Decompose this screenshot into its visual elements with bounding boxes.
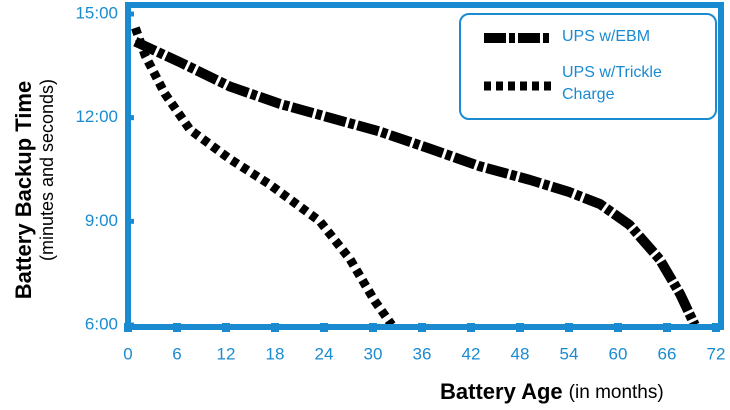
x-tick-label: 36 [413, 344, 432, 363]
y-tick-label: 9:00 [85, 211, 118, 230]
series-line [133, 37, 700, 324]
x-axis-title-main: Battery Age [440, 379, 563, 404]
x-tick-mark [614, 323, 622, 332]
x-tick-mark [320, 323, 328, 332]
y-axis-title: Battery Backup Time [11, 81, 36, 299]
x-tick-label: 60 [609, 344, 628, 363]
x-tick-label: 24 [315, 344, 334, 363]
x-tick-label: 6 [172, 344, 181, 363]
x-tick-label: 72 [707, 344, 726, 363]
x-tick-mark [663, 323, 671, 332]
y-tick-label: 15:00 [75, 3, 118, 22]
x-tick-mark [369, 323, 377, 332]
x-tick-mark [516, 323, 524, 332]
x-axis-note: (in months) [569, 382, 664, 403]
series-line [131, 26, 396, 324]
x-tick-label: 42 [462, 344, 481, 363]
legend-label-box: UPS w/Trickle Charge [562, 64, 662, 103]
x-tick-mark [712, 323, 720, 332]
x-axis-title: Battery Age (in months) [440, 379, 664, 404]
x-tick-mark [271, 323, 279, 332]
legend-label: UPS w/EBM [562, 28, 651, 45]
x-tick-label: 30 [364, 344, 383, 363]
x-tick-label: 12 [217, 344, 236, 363]
x-tick-label: 18 [266, 344, 285, 363]
x-tick-label: 0 [123, 344, 132, 363]
x-tick-mark [222, 323, 230, 332]
y-axis-note: (minutes and seconds) [37, 79, 57, 261]
x-tick-mark [173, 323, 181, 332]
x-tick-mark [418, 323, 426, 332]
x-tick-label: 48 [511, 344, 530, 363]
x-tick-mark [467, 323, 475, 332]
y-tick-label: 12:00 [75, 107, 118, 126]
y-tick-label: 6:00 [85, 314, 118, 333]
x-tick-label: 54 [560, 344, 579, 363]
legend-label-box: UPS w/EBM [562, 28, 651, 45]
legend-label: UPS w/Trickle Charge [562, 64, 662, 103]
x-tick-mark [124, 323, 132, 332]
x-tick-mark [565, 323, 573, 332]
lines [131, 26, 700, 324]
x-tick-label: 66 [658, 344, 677, 363]
